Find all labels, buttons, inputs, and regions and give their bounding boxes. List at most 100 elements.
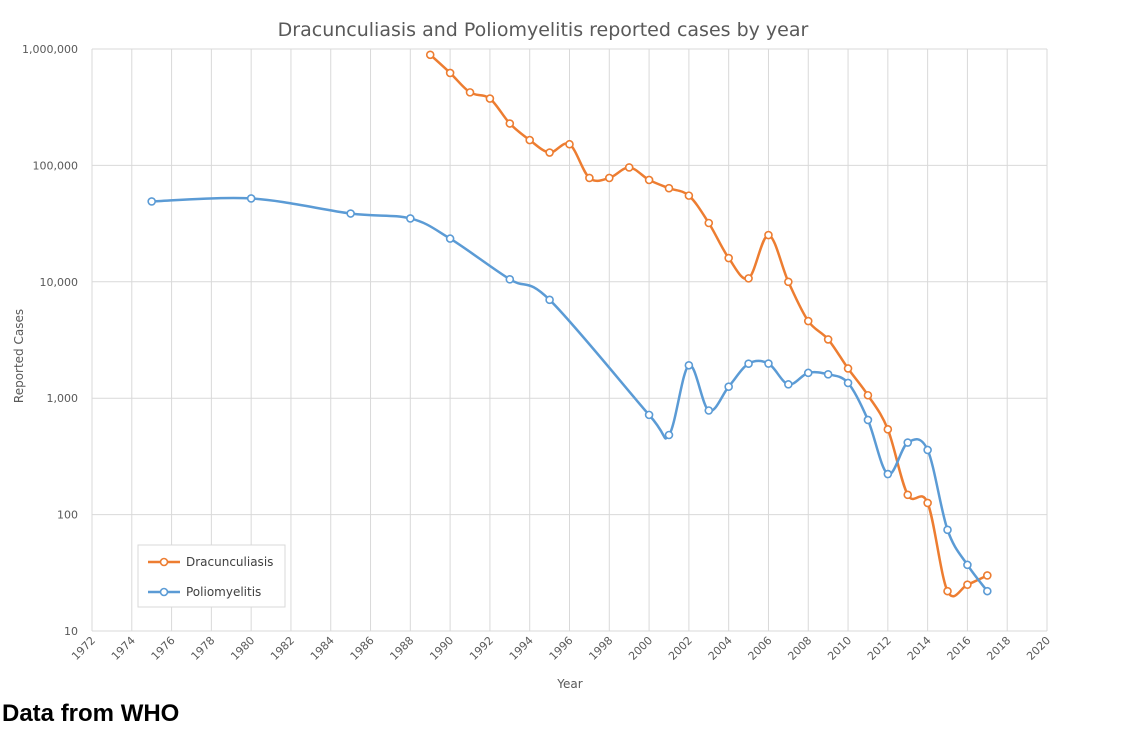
dracunculiasis-point	[644, 175, 654, 185]
series-layer	[147, 50, 992, 598]
dracunculiasis-point	[963, 580, 972, 589]
x-tick-label: 1988	[387, 634, 416, 663]
poliomyelitis-point	[704, 406, 714, 415]
dracunculiasis-point	[684, 191, 694, 200]
poliomyelitis-point	[346, 209, 355, 218]
y-tick-label: 1,000,000	[22, 43, 78, 56]
dracunculiasis-point	[664, 183, 674, 193]
dracunculiasis-point	[784, 277, 793, 287]
poliomyelitis-point	[724, 382, 733, 392]
dracunculiasis-point	[903, 490, 913, 500]
poliomyelitis-point	[664, 430, 674, 440]
y-tick-label: 10	[64, 625, 78, 638]
y-tick-label: 1,000	[47, 392, 79, 405]
dracunculiasis-point	[923, 498, 932, 508]
legend-marker-poliomyelitis	[159, 587, 169, 597]
dracunculiasis-point	[485, 94, 495, 103]
x-tick-label: 1982	[268, 634, 297, 663]
series-poliomyelitis	[147, 194, 992, 596]
dracunculiasis-point	[744, 274, 753, 283]
dracunculiasis-point	[445, 68, 455, 78]
series-dracunculiasis	[425, 50, 992, 598]
dracunculiasis-point	[505, 119, 515, 128]
legend-item-dracunculiasis: Dracunculiasis	[148, 555, 273, 569]
legend: Dracunculiasis Poliomyelitis	[137, 544, 286, 608]
x-axis-ticks: 1972 1974 1976 1978 1980 1982 1984 1986 1988 1990…	[69, 634, 1053, 663]
x-tick-label: 1984	[308, 634, 337, 663]
dracunculiasis-point	[883, 425, 893, 434]
dracunculiasis-point	[803, 316, 813, 326]
poliomyelitis-point	[943, 525, 952, 535]
poliomyelitis-point	[505, 275, 515, 284]
poliomyelitis-point	[246, 194, 256, 203]
poliomyelitis-point	[684, 360, 694, 370]
x-tick-label: 1992	[467, 634, 496, 663]
dracunculiasis-point	[604, 173, 614, 183]
dracunculiasis-point	[983, 571, 992, 580]
x-tick-label: 1998	[586, 634, 615, 663]
dracunculiasis-point	[465, 88, 475, 97]
legend-item-poliomyelitis: Poliomyelitis	[148, 585, 261, 599]
x-axis-label: Year	[556, 677, 582, 691]
grid	[91, 48, 1048, 632]
poliomyelitis-point	[764, 359, 773, 368]
poliomyelitis-point	[963, 560, 972, 570]
poliomyelitis-point	[843, 378, 853, 388]
x-tick-label: 2018	[984, 634, 1013, 663]
x-tick-label: 2016	[945, 634, 974, 663]
dracunculiasis-point	[823, 335, 833, 344]
dracunculiasis-point	[764, 230, 773, 240]
dracunculiasis-point	[525, 135, 535, 145]
x-tick-label: 2014	[905, 634, 934, 663]
x-tick-label: 1972	[69, 634, 98, 663]
x-tick-label: 1980	[228, 634, 257, 663]
y-axis-ticks: 10 100 1,000 10,000 100,000 1,000,000	[22, 43, 78, 638]
poliomyelitis-point	[803, 368, 813, 378]
x-tick-label: 2008	[785, 634, 814, 663]
poliomyelitis-point	[784, 380, 793, 389]
poliomyelitis-point	[445, 234, 455, 243]
caption: Data from WHO	[2, 700, 180, 727]
x-tick-label: 2010	[825, 634, 854, 663]
y-tick-label: 100	[57, 509, 78, 522]
poliomyelitis-point	[644, 410, 654, 420]
poliomyelitis-point	[883, 469, 893, 479]
x-tick-label: 2020	[1024, 634, 1053, 663]
dracunculiasis-point	[585, 173, 594, 183]
poliomyelitis-point	[744, 359, 753, 368]
poliomyelitis-point	[147, 197, 156, 206]
x-tick-label: 1994	[507, 634, 536, 663]
y-tick-label: 100,000	[33, 159, 79, 172]
y-axis-label: Reported Cases	[12, 309, 26, 403]
poliomyelitis-point	[406, 214, 415, 223]
x-tick-label: 1978	[189, 634, 218, 663]
dracunculiasis-point	[624, 163, 634, 172]
x-tick-label: 1974	[109, 634, 138, 663]
x-tick-label: 2006	[746, 634, 775, 663]
legend-marker-dracunculiasis	[159, 557, 169, 567]
dracunculiasis-point	[425, 50, 435, 60]
dracunculiasis-point	[565, 139, 574, 149]
chart-title: Dracunculiasis and Poliomyelitis reporte…	[278, 19, 809, 41]
dracunculiasis-point	[843, 364, 853, 373]
chart: Dracunculiasis and Poliomyelitis reporte…	[12, 19, 1053, 691]
dracunculiasis-point	[724, 253, 733, 263]
poliomyelitis-point	[983, 586, 992, 596]
poliomyelitis-point	[923, 445, 932, 455]
dracunculiasis-point	[704, 218, 714, 228]
legend-label-dracunculiasis: Dracunculiasis	[186, 555, 273, 569]
poliomyelitis-point	[863, 415, 873, 425]
x-tick-label: 2004	[706, 634, 735, 663]
x-tick-label: 2000	[626, 634, 655, 663]
legend-label-poliomyelitis: Poliomyelitis	[186, 585, 261, 599]
dracunculiasis-point	[943, 586, 952, 596]
poliomyelitis-point	[823, 370, 833, 379]
y-tick-label: 10,000	[40, 276, 79, 289]
x-tick-label: 2012	[865, 634, 894, 663]
legend-box	[137, 544, 286, 608]
x-tick-label: 1990	[427, 634, 456, 663]
x-tick-label: 2002	[666, 634, 695, 663]
x-tick-label: 1976	[149, 634, 178, 663]
poliomyelitis-point	[545, 295, 554, 305]
poliomyelitis-point	[903, 438, 913, 447]
